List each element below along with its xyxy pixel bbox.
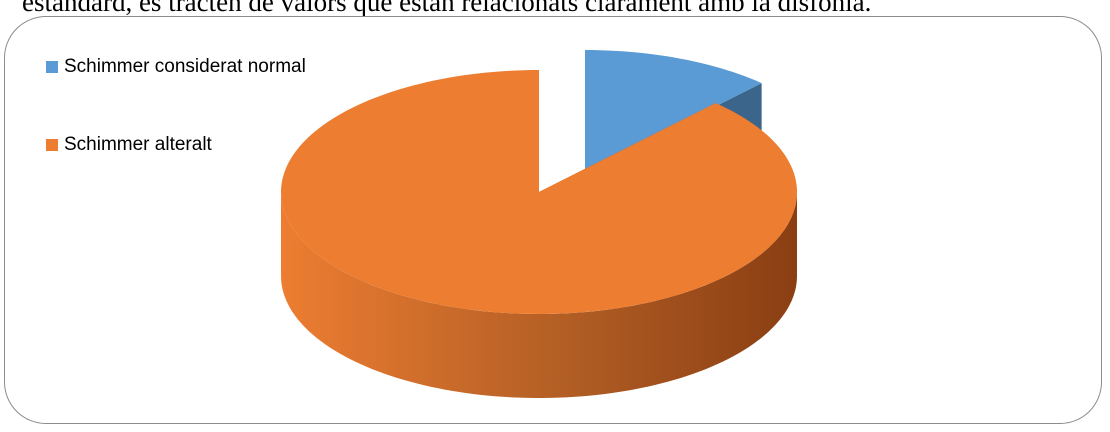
document-text-fragment: estàndard, es tracten de valors que esta… — [22, 0, 872, 17]
legend-swatch-alterat — [46, 139, 58, 151]
pie-slice-0-top — [585, 50, 762, 172]
legend-label-normal: Schimmer considerat normal — [64, 56, 306, 77]
pie-slice-1-side — [281, 192, 797, 398]
legend-label-alterat: Schimmer alteralt — [64, 134, 212, 155]
pie-slice-1 — [281, 70, 797, 398]
legend-swatch-normal — [46, 61, 58, 73]
pie-slice-1-top — [281, 70, 797, 314]
legend-item-normal: Schimmer considerat normal — [46, 56, 306, 78]
pie-slices — [281, 50, 797, 398]
legend-item-alterat: Schimmer alteralt — [46, 134, 212, 156]
